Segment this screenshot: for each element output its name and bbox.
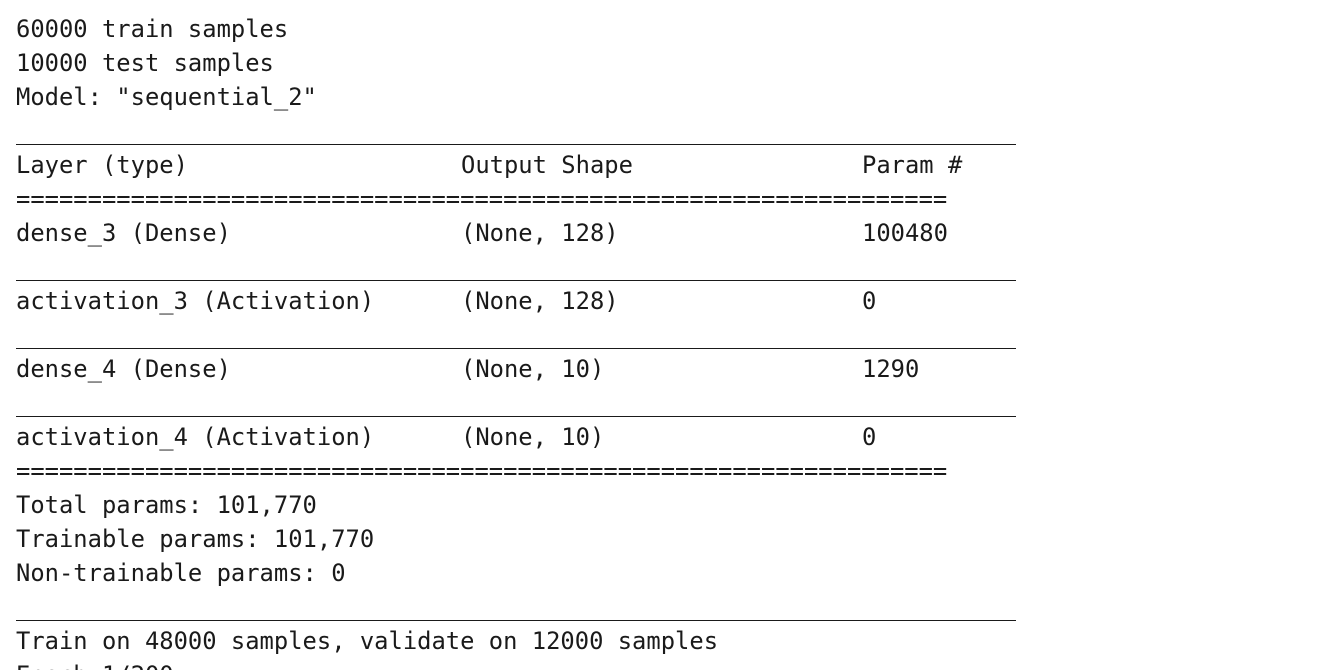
layer-name: activation_4 (Activation) bbox=[16, 423, 375, 451]
test-samples-line: 10000 test samples bbox=[16, 49, 274, 77]
header-output-shape: Output Shape bbox=[461, 151, 633, 179]
layer-row: activation_4 (Activation) (None, 10) 0 bbox=[16, 420, 1016, 454]
console-output: 60000 train samples 10000 test samples M… bbox=[16, 0, 1316, 670]
layer-row: dense_3 (Dense) (None, 128) 100480 bbox=[16, 216, 1016, 250]
header-layer-type: Layer (type) bbox=[16, 151, 188, 179]
summary-bottom-rule bbox=[16, 620, 1016, 621]
layer-name: dense_3 (Dense) bbox=[16, 219, 231, 247]
layer-row: dense_4 (Dense) (None, 10) 1290 bbox=[16, 352, 1016, 386]
layer-output-shape: (None, 10) bbox=[461, 355, 605, 383]
train-info-line: Train on 48000 samples, validate on 1200… bbox=[16, 627, 719, 655]
layer-separator-rule bbox=[16, 416, 1016, 417]
train-samples-line: 60000 train samples bbox=[16, 15, 289, 43]
layer-name: activation_3 (Activation) bbox=[16, 287, 375, 315]
layer-output-shape: (None, 10) bbox=[461, 423, 605, 451]
model-name-line: Model: "sequential_2" bbox=[16, 83, 317, 111]
layer-separator-rule bbox=[16, 348, 1016, 349]
layer-output-shape: (None, 128) bbox=[461, 219, 619, 247]
summary-header-row: Layer (type) Output Shape Param # bbox=[16, 148, 1016, 182]
trainable-params-line: Trainable params: 101,770 bbox=[16, 525, 375, 553]
layer-row: activation_3 (Activation) (None, 128) 0 bbox=[16, 284, 1016, 318]
layer-param-count: 100480 bbox=[862, 219, 948, 247]
layer-param-count: 0 bbox=[862, 423, 877, 451]
header-double-rule: ========================================… bbox=[16, 185, 948, 213]
summary-top-rule bbox=[16, 144, 1016, 145]
layer-param-count: 0 bbox=[862, 287, 877, 315]
footer-double-rule: ========================================… bbox=[16, 457, 948, 485]
total-params-line: Total params: 101,770 bbox=[16, 491, 317, 519]
layer-param-count: 1290 bbox=[862, 355, 920, 383]
epoch-progress-line: Epoch 1/200 bbox=[16, 658, 174, 670]
layer-name: dense_4 (Dense) bbox=[16, 355, 231, 383]
layer-output-shape: (None, 128) bbox=[461, 287, 619, 315]
header-param-count: Param # bbox=[862, 151, 963, 179]
layer-separator-rule bbox=[16, 280, 1016, 281]
non-trainable-params-line: Non-trainable params: 0 bbox=[16, 559, 346, 587]
